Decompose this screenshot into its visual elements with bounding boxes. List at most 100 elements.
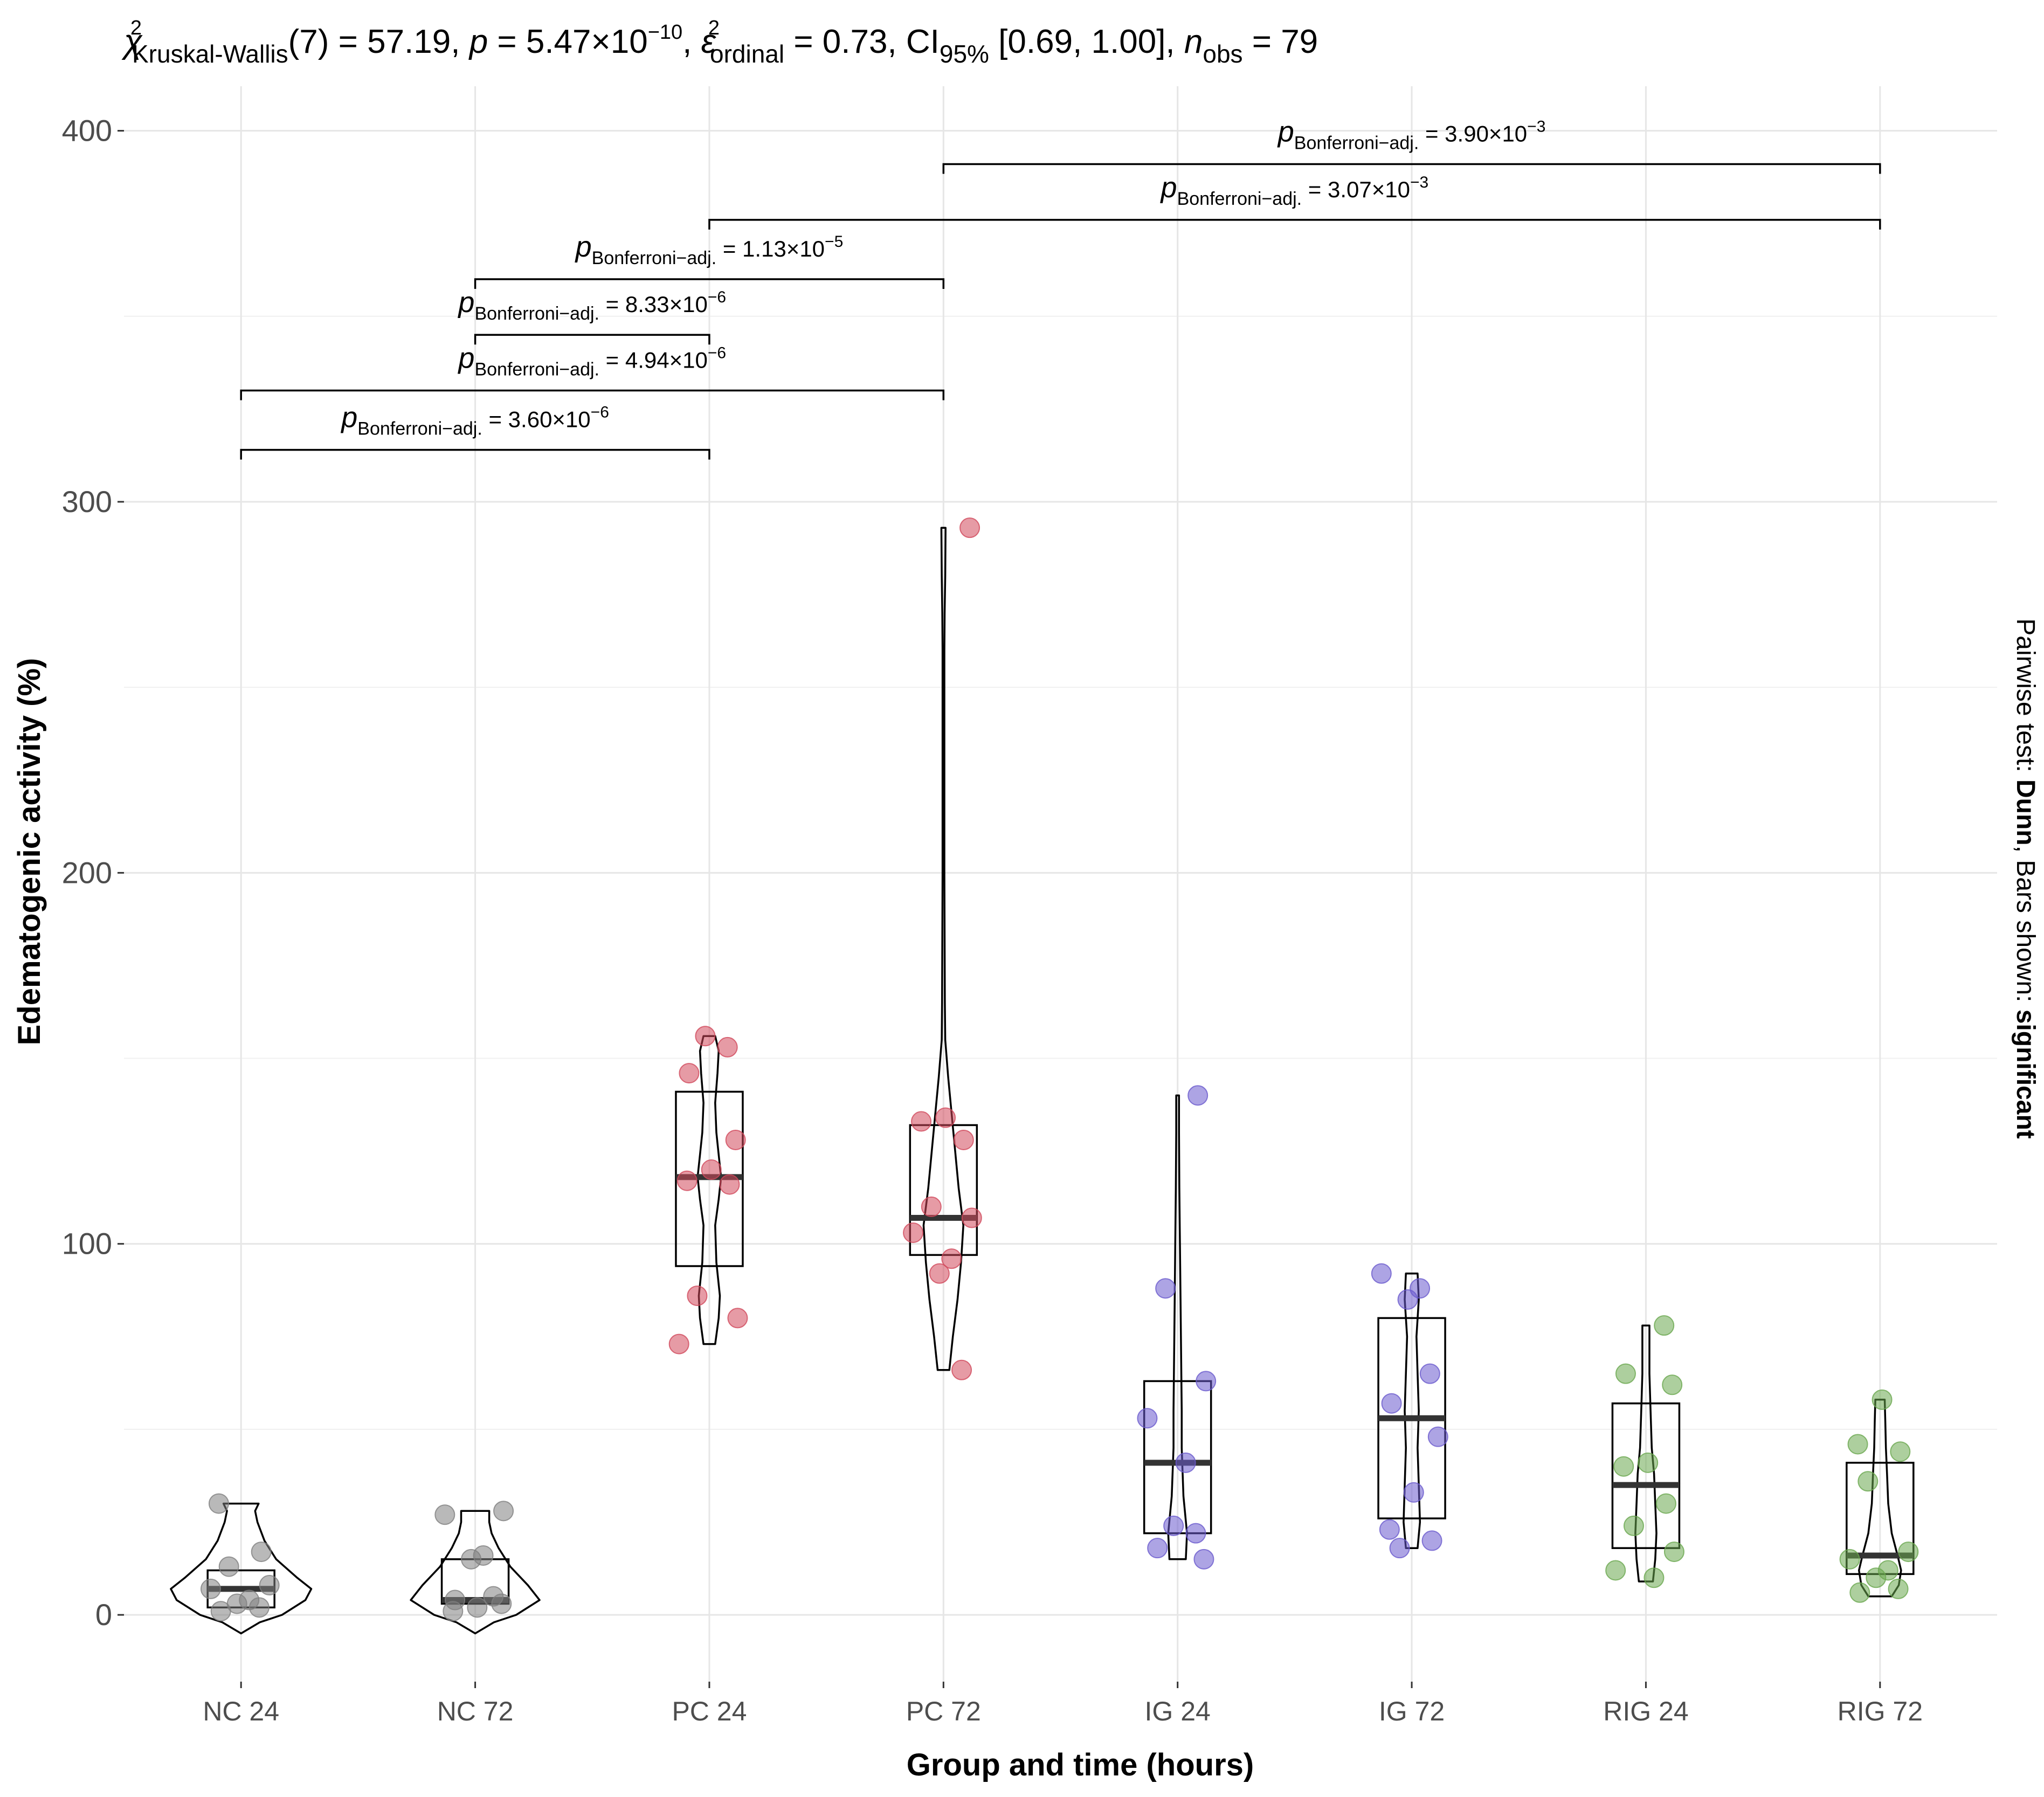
- data-point: [903, 1222, 924, 1243]
- data-point: [1623, 1515, 1644, 1536]
- data-point: [1654, 1315, 1675, 1336]
- data-point: [1397, 1289, 1418, 1310]
- data-point: [1849, 1582, 1870, 1603]
- title-p-value: = 5.47×10: [488, 23, 648, 60]
- comparison-label: pBonferroni−adj. = 3.60×10−6: [340, 402, 609, 439]
- data-point: [1663, 1542, 1684, 1563]
- data-point: [491, 1593, 512, 1614]
- data-point: [1193, 1549, 1214, 1570]
- data-point: [679, 1063, 700, 1084]
- title-stat-symbol: χ: [121, 23, 143, 60]
- data-point: [1175, 1452, 1196, 1473]
- data-point: [1403, 1482, 1424, 1503]
- x-tick-label: RIG 72: [1838, 1696, 1923, 1726]
- data-point: [1427, 1426, 1448, 1447]
- axes: 0 100 200 300 400 NC 24 NC 72 PC 24 PC 72 IG 24 IG…: [62, 114, 1923, 1726]
- data-point: [1379, 1519, 1400, 1540]
- comparison-label: pBonferroni−adj. = 1.13×10−5: [575, 231, 844, 268]
- x-axis-title: Group and time (hours): [907, 1747, 1254, 1782]
- data-point: [727, 1308, 748, 1329]
- x-tick-label: IG 24: [1145, 1696, 1211, 1726]
- data-point: [461, 1549, 482, 1570]
- title-eff-sub: ordinal: [710, 40, 784, 68]
- data-point: [929, 1263, 950, 1284]
- title-eff-sup: 2: [708, 17, 720, 39]
- x-tick-label: RIG 24: [1603, 1696, 1688, 1726]
- data-point: [953, 1129, 974, 1150]
- title-p-symbol: p: [468, 23, 488, 60]
- data-point: [701, 1159, 722, 1180]
- data-point: [911, 1111, 932, 1132]
- data-point: [1662, 1374, 1683, 1395]
- y-tick-label: 0: [95, 1598, 112, 1632]
- title-df-part: (7) = 57.19,: [288, 23, 469, 60]
- comparison-label: pBonferroni−adj. = 4.94×10−6: [457, 342, 726, 379]
- y-tick-label: 200: [62, 855, 112, 889]
- data-point: [1185, 1523, 1206, 1544]
- pairwise-caption: Pairwise test: Dunn, Bars shown: signifi…: [2011, 618, 2040, 1139]
- data-point: [676, 1170, 698, 1191]
- comparison-label: pBonferroni−adj. = 3.07×10−3: [1160, 171, 1429, 209]
- data-point: [1638, 1452, 1659, 1473]
- data-point: [1155, 1278, 1176, 1299]
- title-p-exp: −10: [648, 21, 682, 44]
- grid-lines: [124, 86, 1997, 1682]
- data-point: [719, 1174, 740, 1195]
- data-point: [1890, 1441, 1911, 1462]
- data-point: [1866, 1567, 1887, 1588]
- data-point: [1839, 1549, 1860, 1570]
- data-point: [951, 1359, 972, 1380]
- y-tick-label: 100: [62, 1227, 112, 1261]
- boxplots: [206, 1090, 1915, 1609]
- comparison-label: pBonferroni−adj. = 3.90×10−3: [1277, 116, 1546, 154]
- data-point: [717, 1036, 738, 1058]
- y-tick-label: 300: [62, 485, 112, 519]
- data-point: [1615, 1363, 1636, 1384]
- data-point: [1605, 1560, 1626, 1581]
- data-point: [467, 1597, 488, 1618]
- title-eff-symbol: ε: [701, 23, 716, 60]
- data-point: [1888, 1578, 1909, 1599]
- data-point: [1898, 1542, 1919, 1563]
- x-tick-label: NC 72: [437, 1696, 514, 1726]
- title-ci-sub: 95%: [940, 40, 989, 68]
- title-stat-sup: 2: [130, 17, 142, 39]
- data-point: [1389, 1538, 1410, 1559]
- caption-test: Dunn: [2011, 779, 2040, 846]
- caption-shown: significant: [2011, 1010, 2040, 1139]
- comparison-bracket: [708, 219, 1881, 230]
- data-point: [1371, 1263, 1392, 1284]
- title-ci-part: [0.69, 1.00],: [989, 23, 1184, 60]
- data-point: [248, 1597, 270, 1618]
- x-tick-label: PC 72: [906, 1696, 981, 1726]
- data-point: [959, 517, 980, 538]
- data-point: [1655, 1493, 1676, 1514]
- comparison-bracket: [240, 389, 945, 400]
- data-point: [1196, 1371, 1217, 1392]
- data-point: [259, 1575, 280, 1596]
- comparison-bracket: [240, 448, 710, 460]
- data-point: [935, 1107, 956, 1128]
- data-point: [1613, 1456, 1634, 1477]
- data-point: [921, 1196, 942, 1217]
- data-point: [1644, 1567, 1665, 1588]
- x-tick-label: PC 24: [672, 1696, 747, 1726]
- title-n-sub: obs: [1203, 40, 1242, 68]
- box-iqr: [1611, 1402, 1681, 1549]
- y-tick-label: 400: [62, 114, 112, 148]
- caption-middle: , Bars shown:: [2011, 846, 2040, 1010]
- title-stat-sub: Kruskal-Wallis: [132, 40, 288, 68]
- data-point: [200, 1578, 221, 1599]
- data-point: [1381, 1393, 1402, 1414]
- comparison-bracket: [474, 278, 945, 289]
- chart-title: χ2 Kruskal-Wallis(7) = 57.19, p = 5.47×10…: [121, 17, 1318, 68]
- data-point: [434, 1504, 455, 1525]
- data-point: [251, 1542, 272, 1563]
- data-point: [210, 1601, 231, 1622]
- title-n-symbol: n: [1184, 23, 1203, 60]
- y-axis-title: Edematogenic activity (%): [12, 658, 47, 1046]
- data-point: [1872, 1389, 1893, 1410]
- data-point: [725, 1129, 746, 1150]
- data-point: [1419, 1363, 1440, 1384]
- data-point: [1421, 1530, 1442, 1551]
